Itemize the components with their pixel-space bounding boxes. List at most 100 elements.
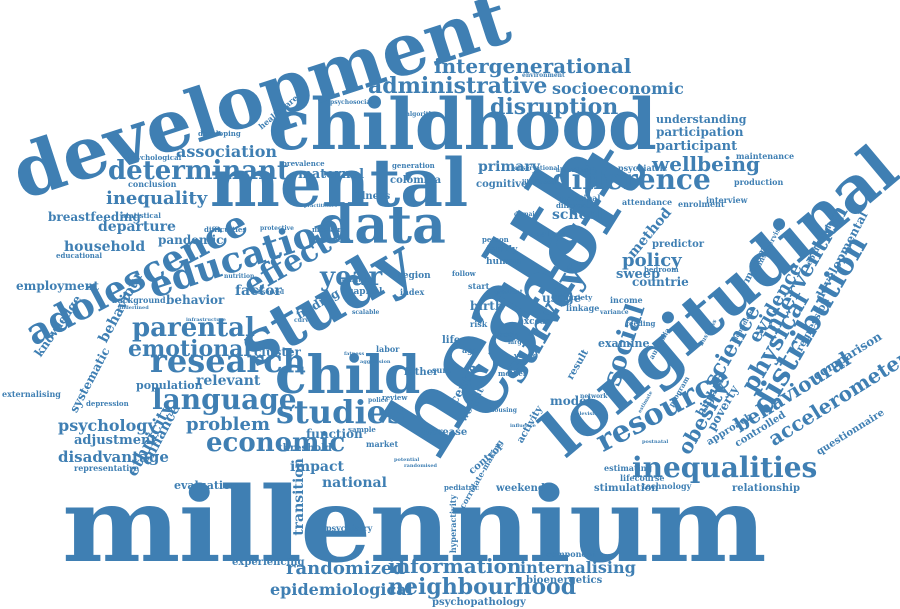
word-police: police (368, 397, 389, 404)
word-cognitive: cognitive (476, 179, 528, 190)
word-production: production (734, 177, 784, 187)
word-psychological: psychological (128, 153, 182, 162)
word-observed: observed (254, 289, 285, 296)
word-curve: curve (294, 317, 313, 324)
word-statistical: statistical (122, 211, 161, 220)
word-risk: risk (470, 319, 488, 329)
word-epidemiological: epidemiological (270, 580, 413, 599)
word-infrastructure: infrastructure (186, 317, 226, 323)
word-psychiatric: psychiatric (618, 163, 668, 173)
word-human: human (486, 257, 521, 267)
word-information: information (388, 554, 522, 578)
word-family: family (486, 245, 518, 255)
word-sample: sample (348, 425, 376, 434)
word-postnatal: postnatal (642, 439, 669, 445)
word-school: school (552, 207, 603, 223)
word-background: background (112, 295, 166, 305)
word-difference: difference (552, 163, 711, 196)
word-function: function (306, 427, 363, 441)
word-depression: depression (86, 399, 129, 408)
word-scalable: scalable (352, 309, 380, 316)
word-model: model (550, 394, 592, 408)
word-underlined: underlined (118, 305, 149, 311)
word-body: body (498, 329, 520, 339)
word-transition: transition (290, 458, 307, 536)
word-randomized: randomized (286, 558, 405, 579)
word-estimating: estimating (604, 463, 653, 473)
word-young: young (514, 351, 538, 360)
word-linkage: linkage (566, 303, 600, 313)
word-conclusion: conclusion (128, 179, 177, 189)
word-behavior: behavior (166, 293, 225, 307)
word-bioenergetics: bioenergetics (526, 575, 603, 586)
word-mental: mental (210, 144, 469, 222)
word-region: region (398, 271, 431, 281)
word-examine: examine (598, 337, 650, 350)
word-interview: interview (706, 195, 748, 205)
word-maternal: maternal (298, 167, 365, 182)
word-observational: observational (514, 165, 560, 172)
word-life: life (442, 335, 461, 346)
word-prevalence: prevalence (282, 159, 325, 168)
word-externalising: externalising (2, 389, 61, 399)
word-association: association (176, 142, 278, 161)
word-father: father (404, 367, 439, 378)
word-educational: educational (56, 251, 103, 260)
word-factor: factor (235, 283, 282, 299)
word-illness: illness (354, 191, 391, 202)
word-experiencing: experiencing (232, 557, 305, 568)
word-problem: problem (186, 414, 270, 435)
word-language: language (152, 383, 297, 416)
word-housing: housing (490, 407, 517, 414)
word-feeding: feeding (626, 319, 656, 328)
word-national: national (322, 475, 387, 491)
word-household: household (64, 239, 146, 255)
word-increase: increase (420, 427, 468, 438)
word-birth: birth (470, 299, 504, 313)
word-determinant: determinant (108, 156, 290, 186)
word-domain: domain (514, 211, 540, 218)
word-environment: environment (522, 72, 565, 79)
word-emotional: emotional (128, 336, 252, 362)
word-developing: developing (198, 129, 241, 138)
word-variance: variance (600, 309, 629, 316)
word-likelihood: likelihood (522, 179, 556, 186)
word-year: year (320, 262, 383, 292)
word-network: network (580, 393, 608, 400)
word-psychology: psychology (58, 416, 157, 435)
word-potential: potential (394, 457, 420, 463)
word-labor: labor (376, 344, 400, 354)
word-impact: impact (290, 459, 344, 475)
word-larger: larger (508, 339, 529, 346)
word-disruption: disruption (490, 94, 619, 120)
word-relationship: relationship (732, 483, 800, 494)
word-research: research (150, 342, 306, 380)
word-market: market (366, 439, 399, 449)
word-psychosocial: psychosocial (330, 99, 373, 106)
word-attendance: attendance (622, 197, 673, 207)
word-childhood: childhood (268, 83, 657, 166)
word-weekend: weekend (496, 483, 545, 494)
word-socioeconomic: socioeconomic (552, 79, 684, 98)
word-inequality: inequality (106, 188, 208, 209)
word-index: index (400, 287, 425, 297)
word-cluster: cluster (254, 345, 301, 359)
word-sweep: sweep (616, 267, 661, 282)
word-parental: parental (132, 313, 255, 343)
word-sure: sure (432, 365, 452, 375)
word-relevant: relevant (196, 373, 261, 389)
word-measure: measure (312, 225, 346, 234)
word-lifecourse: lifecourse (620, 473, 665, 483)
word-income: income (610, 295, 643, 305)
word-population: population (136, 379, 203, 392)
word-primary: primary (478, 159, 540, 175)
word-quantile: quantile (318, 235, 351, 244)
word-aggression: aggression (360, 359, 391, 365)
word-television: television (574, 411, 602, 417)
word-fatness: fatness (344, 351, 365, 357)
word-colombia: colombia (390, 175, 442, 186)
word-policy: policy (622, 250, 682, 271)
word-threshold: threshold (278, 443, 332, 454)
word-principal: principal (560, 193, 601, 203)
